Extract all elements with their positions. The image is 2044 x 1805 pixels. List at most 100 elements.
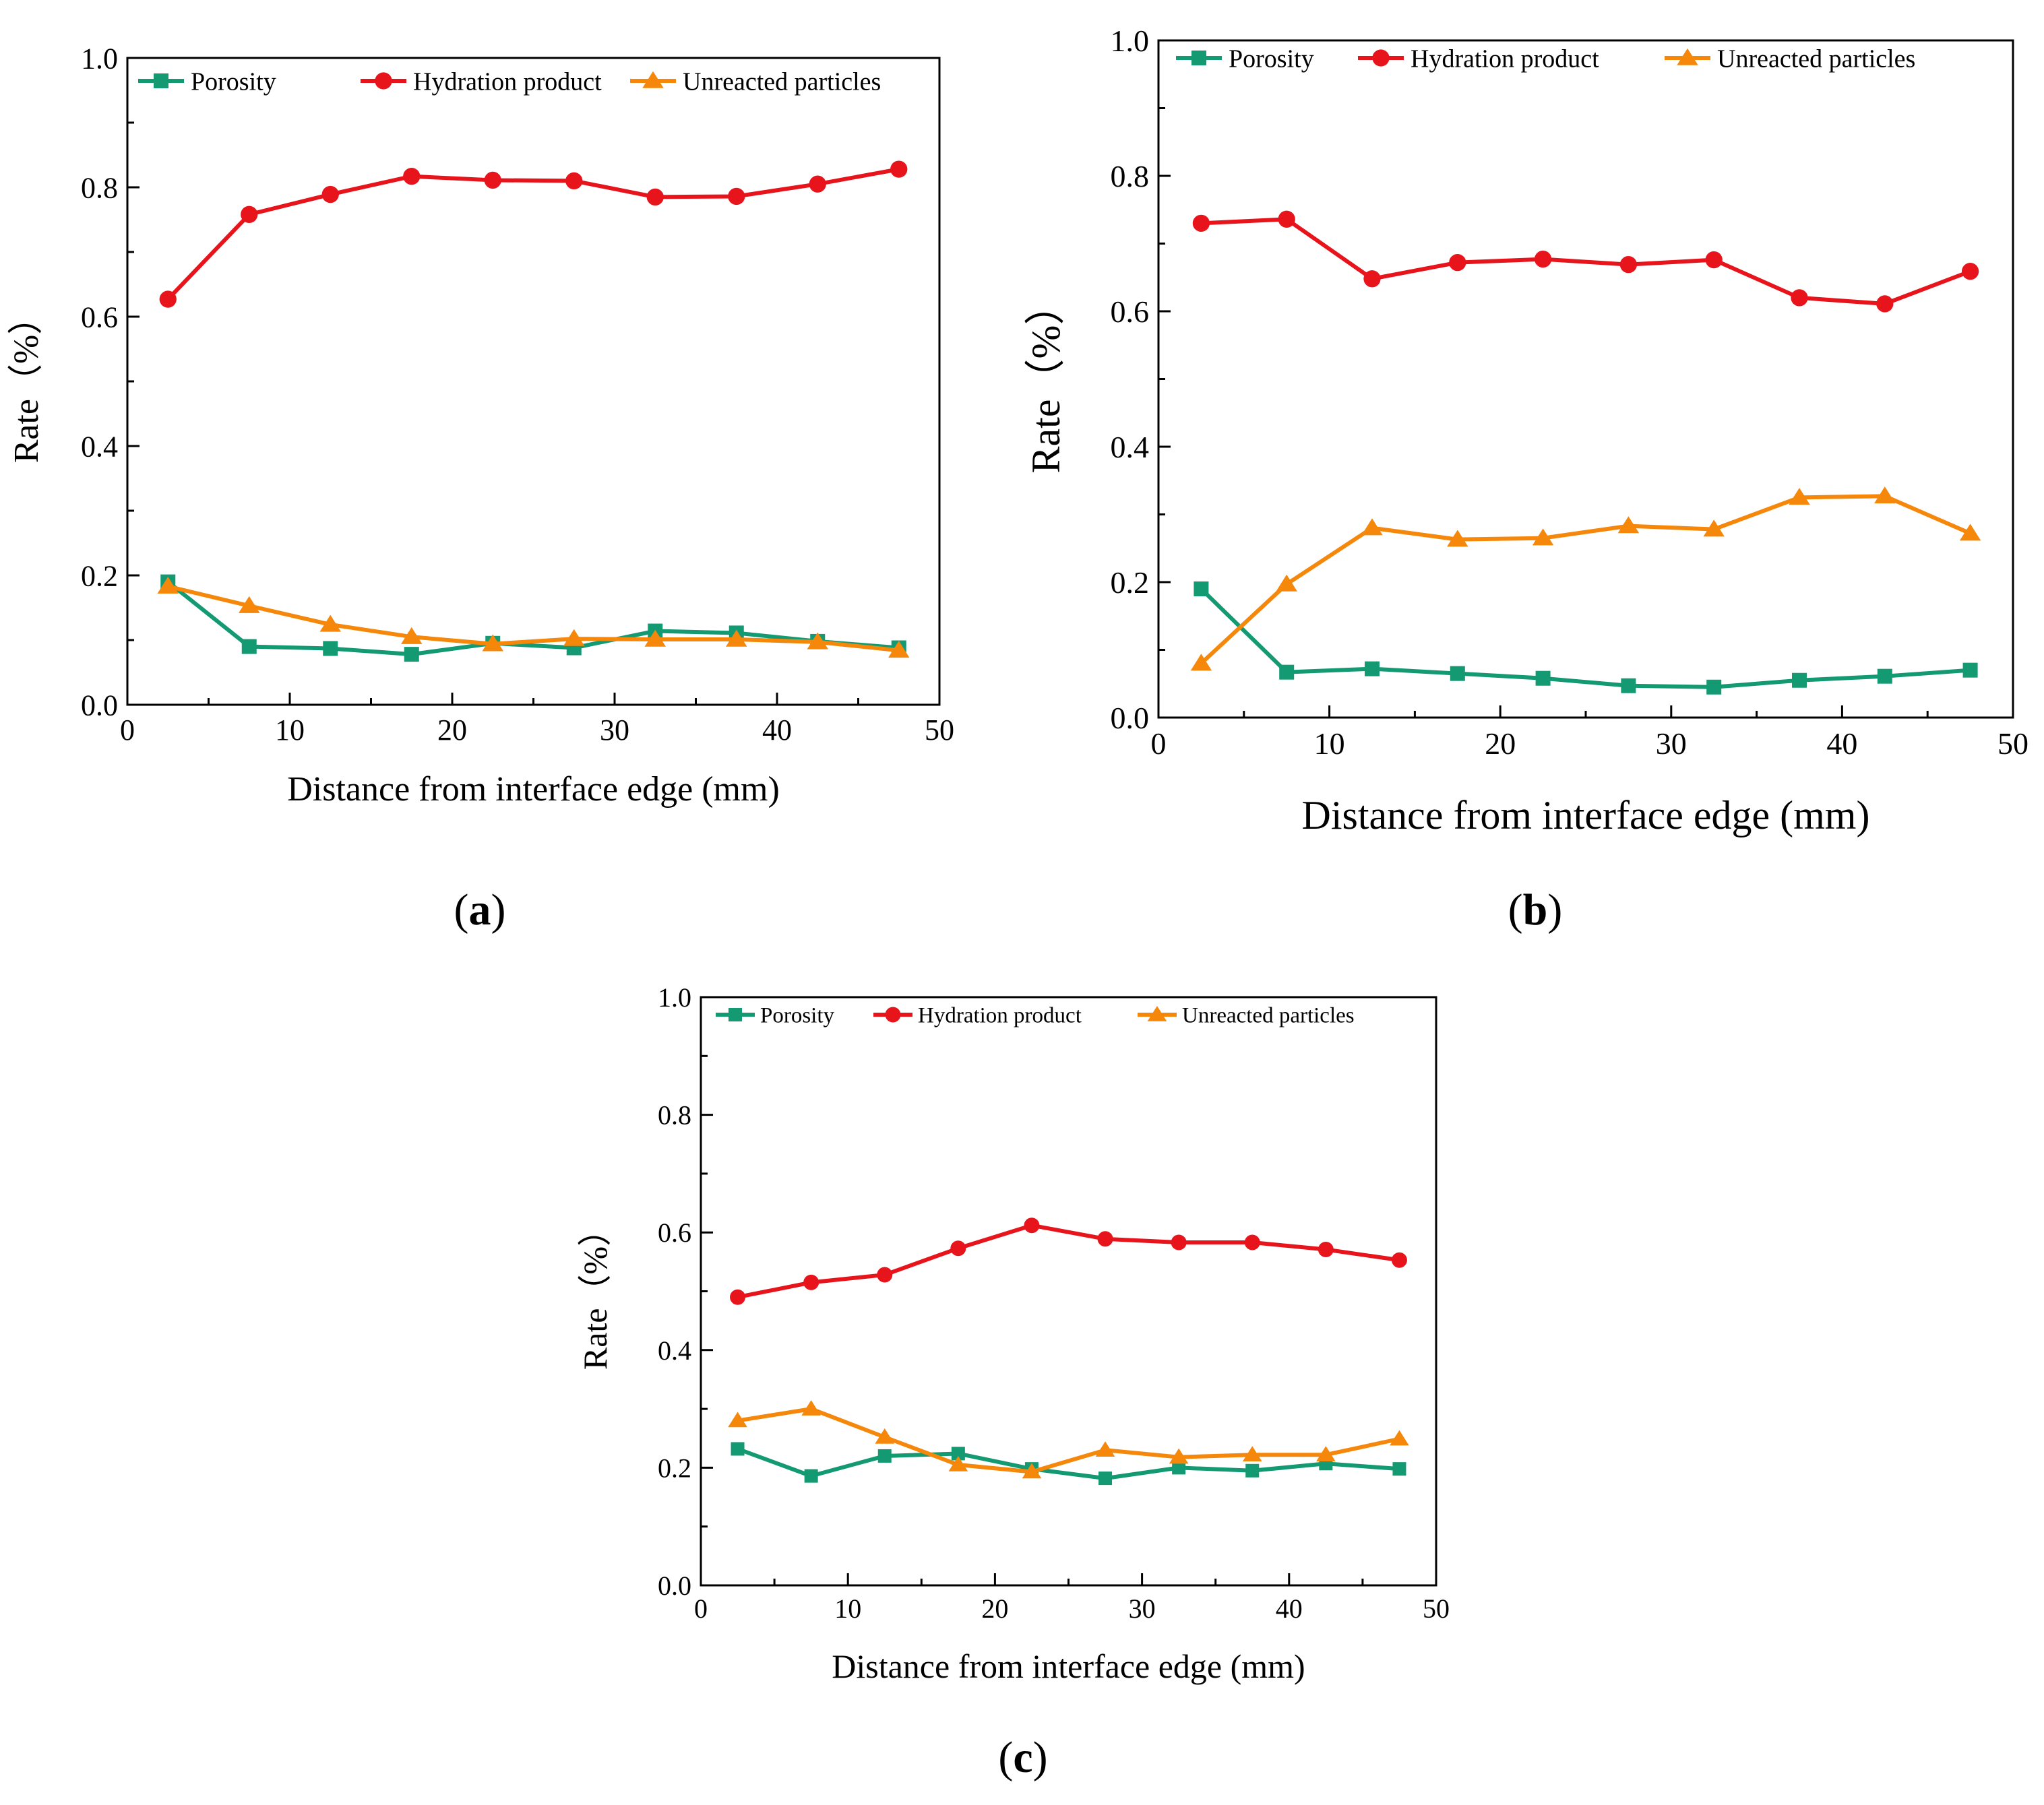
data-point xyxy=(1276,574,1297,592)
y-axis-title: Rate（%） xyxy=(7,300,46,464)
data-point xyxy=(159,290,177,308)
data-point xyxy=(321,185,339,203)
legend-marker xyxy=(1147,1006,1167,1021)
data-point xyxy=(1022,1463,1042,1479)
data-point xyxy=(1535,670,1551,686)
data-point xyxy=(646,188,664,206)
data-point xyxy=(1876,295,1894,313)
data-point xyxy=(809,175,826,193)
x-tick-label: 40 xyxy=(762,714,792,747)
data-point xyxy=(807,632,828,650)
legend-label: Porosity xyxy=(1229,44,1314,73)
x-tick-label: 20 xyxy=(1485,726,1516,761)
data-point xyxy=(950,1240,966,1257)
data-point xyxy=(1706,679,1722,695)
data-point xyxy=(731,1442,745,1456)
data-point xyxy=(1097,1231,1113,1247)
y-tick-label: 0.6 xyxy=(658,1217,691,1248)
data-point xyxy=(157,577,179,594)
data-point xyxy=(726,629,747,647)
data-point xyxy=(951,1447,965,1461)
data-point xyxy=(877,1449,892,1463)
x-tick-label: 0 xyxy=(1151,726,1167,761)
x-tick-label: 10 xyxy=(275,714,305,747)
y-tick-label: 0.4 xyxy=(81,430,118,463)
x-tick-label: 0 xyxy=(120,714,135,747)
data-point xyxy=(1619,256,1638,274)
plot-frame xyxy=(700,996,1437,1587)
x-tick-label: 30 xyxy=(1129,1593,1156,1624)
x-tick-label: 40 xyxy=(1826,726,1857,761)
data-point xyxy=(1279,664,1295,680)
x-tick-label: 50 xyxy=(925,714,954,747)
y-tick-label: 1.0 xyxy=(81,42,118,75)
data-point xyxy=(875,1428,895,1444)
data-point xyxy=(1959,524,1981,541)
legend-marker xyxy=(1677,48,1698,65)
series-line-porosity xyxy=(1200,587,1971,689)
x-tick-label: 40 xyxy=(1276,1593,1303,1624)
x-tick-label: 0 xyxy=(694,1593,708,1624)
data-point xyxy=(1877,668,1892,684)
data-point xyxy=(948,1456,968,1471)
data-point xyxy=(1447,530,1468,547)
data-point xyxy=(1278,210,1295,228)
x-tick-label: 50 xyxy=(1423,1593,1450,1624)
legend-label: Hydration product xyxy=(918,1004,1082,1028)
legend: Porosity Hydration product Unreacted parti… xyxy=(1176,44,1915,73)
data-point xyxy=(1391,1252,1407,1268)
data-point xyxy=(239,596,260,613)
data-point xyxy=(1532,528,1554,546)
series-line-porosity xyxy=(737,1447,1400,1481)
data-point xyxy=(1449,253,1466,272)
data-point xyxy=(241,639,257,654)
series-line-unreacted-particles xyxy=(167,584,900,653)
data-point xyxy=(1874,486,1896,504)
y-axis-title: Rate（%） xyxy=(1024,285,1068,474)
legend-marker xyxy=(1372,49,1390,67)
data-point xyxy=(1361,518,1383,536)
data-point xyxy=(1962,662,1978,678)
legend-marker xyxy=(885,1007,901,1023)
legend-label: Unreacted particles xyxy=(683,67,881,96)
x-tick-label: 20 xyxy=(981,1593,1008,1624)
data-point xyxy=(241,205,258,223)
data-point xyxy=(1365,661,1380,676)
y-tick-label: 0.2 xyxy=(81,559,118,592)
data-point xyxy=(728,1412,747,1428)
x-tick-label: 10 xyxy=(1314,726,1345,761)
legend-label: Unreacted particles xyxy=(1182,1004,1355,1028)
data-point xyxy=(404,647,419,662)
legend-label: Hydration product xyxy=(413,67,602,96)
data-point xyxy=(319,614,341,632)
data-point xyxy=(1703,519,1725,537)
data-point xyxy=(563,629,585,646)
data-point xyxy=(1450,666,1465,681)
legend-marker xyxy=(375,72,392,90)
y-tick-label: 0.8 xyxy=(81,171,118,204)
data-point xyxy=(890,160,908,178)
chart-panel-b: 0 10 20 30 40 50 0.0 0.2 0.4 0.6 0.8 1.0 Distance fr… xyxy=(1024,24,2028,935)
data-point xyxy=(1098,1471,1113,1486)
data-point xyxy=(1789,488,1810,505)
chart-panel-c: 0 10 20 30 40 50 0.0 0.2 0.4 0.6 0.8 1.0 Distance fr… xyxy=(576,982,1450,1782)
data-point xyxy=(1617,516,1640,534)
data-point xyxy=(1621,678,1636,693)
data-point xyxy=(1095,1441,1115,1457)
chart-panel-a: 0 10 20 30 40 50 0.0 0.2 0.4 0.6 0.8 1.0 Distance fr… xyxy=(7,42,954,935)
data-point xyxy=(1192,214,1210,232)
y-tick-label: 0.4 xyxy=(658,1335,691,1366)
data-point xyxy=(644,629,666,647)
series-line-hydration-product xyxy=(1201,217,1971,306)
data-point xyxy=(801,1400,821,1416)
y-tick-label: 0.2 xyxy=(658,1453,691,1483)
y-axis-title: Rate（%） xyxy=(576,1213,614,1370)
data-point xyxy=(1390,1430,1409,1446)
data-point xyxy=(730,1289,746,1305)
panel-label: (b) xyxy=(1508,885,1563,935)
data-point xyxy=(565,172,583,190)
data-point xyxy=(1534,250,1552,268)
legend-marker xyxy=(642,71,664,88)
data-point xyxy=(1316,1446,1336,1461)
y-tick-label: 0.4 xyxy=(1111,430,1150,464)
